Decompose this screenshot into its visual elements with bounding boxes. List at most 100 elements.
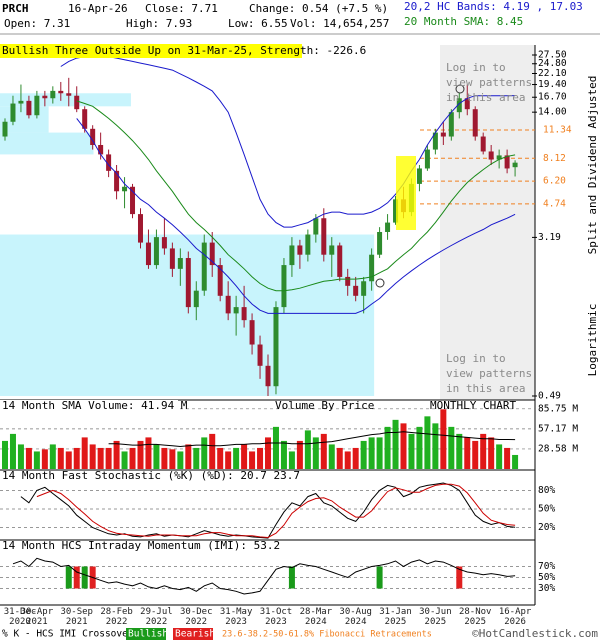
y-tick-label: 24.80 [538,58,567,69]
candle-body [321,218,327,255]
footer-fib: 23.6-38.2-50-61.8% Fibonacci Retracement… [222,630,432,640]
fib-label: 11.34 [543,125,572,136]
volume-bar [49,444,56,469]
volume-bar [41,449,48,469]
candle-body [233,307,239,314]
y-tick-label: 70% [538,561,555,572]
volume-bar [185,444,192,469]
fib-label: 8.12 [543,153,566,164]
volume-bar [280,440,287,469]
candle-body [456,98,462,113]
panel-label: 14 Month Fast Stochastic (%K) (%D): 20.7… [2,469,300,482]
x-tick-label: 30-Apr 2021 [20,607,54,627]
candle-body [305,234,311,255]
indicator-line [20,482,516,539]
crossover-signal [65,566,72,589]
hc-bands: 20,2 HC Bands: 4.19 , 17.03 [404,0,583,13]
crossover-signal [288,566,295,589]
x-tick-label: 31-Oct 2023 [259,607,293,627]
volume-bar [376,437,383,469]
volume-bar [201,437,208,469]
y-tick-label: 85.75 M [538,403,578,414]
x-tick-label: 16-Apr 2026 [498,607,532,627]
candle-body [353,285,359,296]
y-tick-label: 57.17 M [538,423,578,434]
volume-bar [121,451,128,469]
candle-body [177,258,183,269]
candle-body [241,307,247,321]
candle-body [74,95,80,110]
volume-bar [9,433,16,469]
volume-bar [129,447,136,469]
volume-bar [488,437,495,469]
volume-bar [328,444,335,469]
candle-body [297,245,303,255]
volume-bar [209,433,216,469]
volume-by-price-bar [0,106,49,133]
volume-bar [25,447,32,469]
panel-label: 14 Month HCS Intraday Momentum (IMI): 53… [2,539,280,552]
y-tick-label: 3.19 [538,232,561,243]
volume-bar [416,426,423,469]
x-tick-label: 28-Mar 2024 [299,607,333,627]
fib-label: 6.20 [543,176,566,187]
candle-body [289,245,295,266]
footer-bullish: Bullish [128,629,168,640]
y-tick-label: 28.58 M [538,443,578,454]
candle-body [488,151,494,160]
y-tick-label: 0.49 [538,391,561,402]
candle-body [50,90,56,99]
volume-bar [448,426,455,469]
volume-bar [312,437,319,469]
volume-bar [480,433,487,469]
overlay-line [76,100,516,292]
volume-bar [97,447,104,469]
volume-bar [304,430,311,469]
volume-bar [344,451,351,469]
candle-body [273,307,279,387]
candle-body [337,245,343,277]
candle-body [281,265,287,308]
volume-bar [296,440,303,469]
candle-body [42,95,48,99]
volume-bar [193,447,200,469]
x-tick-label: 30-Jun 2025 [419,607,452,627]
candle-body [26,100,32,116]
candle-body [201,242,207,291]
volume-bar [400,423,407,469]
volume-bar [145,437,152,469]
candle-body [249,320,255,345]
candle-body [193,290,199,308]
volume-bar [384,426,391,469]
x-tick-label: 28-Feb 2022 [100,607,133,627]
footer-text: % K - HCS IMI Crossover, [2,629,139,640]
footer-credit: ©HotCandlestick.com [472,627,598,640]
candle-body [18,100,24,104]
candle-body [265,365,271,387]
y-tick-label: 19.40 [538,79,567,90]
volume-sma [108,431,516,448]
bearish-bg [173,628,213,640]
x-tick-label: 31-May 2023 [219,607,253,627]
candle-body [416,168,422,184]
candle-body [161,237,167,249]
volume-bar [288,451,295,469]
volume-bar [320,433,327,469]
open: Open: 7.31 [4,17,70,30]
y-tick-label: 30% [538,583,555,594]
volume-bar [33,451,40,469]
label-bg [0,400,178,411]
y-tick-label: 27.50 [538,50,567,61]
candle-body [512,162,518,168]
crossover-signal [81,566,88,589]
candle-body [34,95,40,116]
panel-label: 14 Month SMA Volume: 41.94 M [2,399,188,412]
candle-body [464,98,470,110]
crossover-signal [376,566,383,589]
candle-body [106,154,112,171]
x-tick-label: 31-Dec 2020 [3,607,37,627]
volume-bar [265,437,272,469]
volume-bar [57,447,64,469]
candle-body [440,132,446,137]
x-tick-label: 30-Aug 2024 [339,607,372,627]
